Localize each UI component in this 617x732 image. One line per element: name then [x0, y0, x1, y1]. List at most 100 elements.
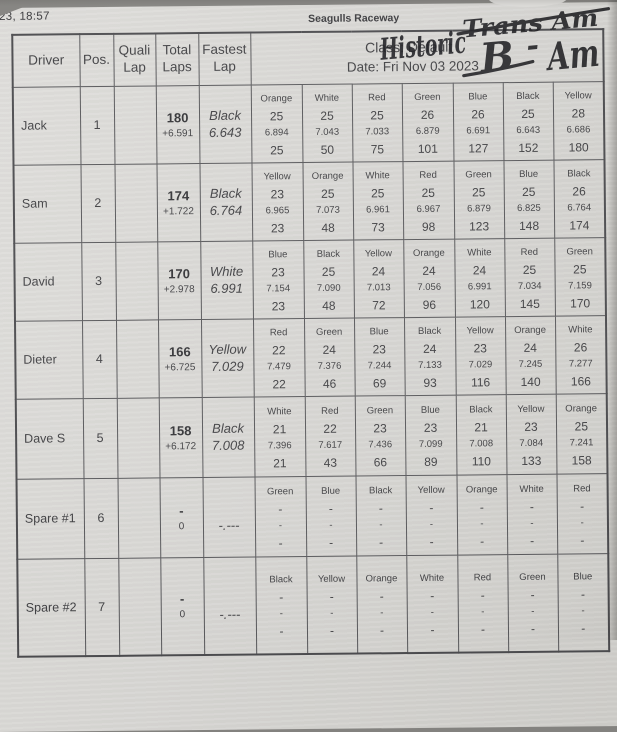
- lane-cumulative-laps: -: [407, 623, 457, 637]
- lane-best-time: 7.154: [253, 283, 303, 295]
- lane-lap-count: 25: [503, 106, 552, 120]
- fastest-lane-color: [204, 589, 255, 604]
- lane-lap-count: 22: [254, 343, 304, 357]
- lane-cumulative-laps: 50: [303, 142, 352, 156]
- lane-best-time: 7.396: [255, 440, 305, 452]
- lane-color-label: Black: [456, 401, 505, 416]
- lane-best-time: 6.965: [252, 205, 302, 217]
- lane-best-time: -: [307, 608, 356, 620]
- lane-cumulative-laps: -: [407, 534, 457, 548]
- lane-cumulative-laps: -: [458, 534, 507, 548]
- lane-color-label: Orange: [457, 481, 506, 496]
- lane-cell: Red---: [556, 473, 608, 553]
- lane-best-time: -: [458, 606, 507, 618]
- lane-lap-count: 21: [456, 420, 505, 434]
- lane-cumulative-laps: -: [256, 536, 306, 550]
- lane-cumulative-laps: -: [508, 533, 557, 547]
- fastest-lane-color: Black: [202, 421, 253, 436]
- quali-lap-value: [116, 319, 159, 397]
- total-laps-cell: - 0: [160, 557, 204, 655]
- lane-lap-count: 24: [405, 341, 455, 355]
- lane-color-label: Red: [458, 569, 507, 584]
- lane-color-label: Black: [503, 87, 552, 102]
- lane-cumulative-laps: 170: [555, 296, 605, 310]
- driver-row: Spare #1 6 - 0 -.--- Green---Blue---Blac…: [17, 473, 609, 559]
- lane-cumulative-laps: 23: [253, 299, 303, 313]
- lane-cumulative-laps: 75: [353, 142, 402, 156]
- lane-lap-count: -: [256, 590, 306, 604]
- lane-best-time: 7.617: [306, 439, 355, 451]
- lane-lap-count: -: [255, 502, 305, 516]
- lane-lap-count: 23: [405, 420, 455, 434]
- lane-best-time: 6.961: [353, 204, 402, 216]
- lane-best-time: 7.043: [303, 126, 352, 138]
- lane-color-label: Yellow: [307, 571, 356, 586]
- lane-lap-count: 26: [402, 107, 452, 121]
- total-laps-value: 166: [159, 344, 201, 359]
- fastest-lane-color: [203, 501, 254, 516]
- lane-lap-count: 25: [304, 264, 353, 278]
- lane-color-label: Red: [505, 243, 554, 258]
- lane-cumulative-laps: 23: [253, 221, 303, 235]
- lane-lap-count: -: [507, 499, 556, 513]
- lane-lap-count: 25: [352, 108, 401, 122]
- lane-cumulative-laps: 116: [456, 375, 505, 389]
- lane-cumulative-laps: -: [307, 535, 356, 549]
- lane-cell: Blue---: [557, 553, 609, 651]
- lane-lap-count: -: [557, 499, 607, 513]
- fastest-lap-time: -.---: [204, 606, 255, 621]
- col-header-pos: Pos.: [79, 34, 113, 86]
- lane-best-time: -: [407, 607, 457, 619]
- gap-value: +2.978: [158, 284, 200, 295]
- lane-best-time: -: [558, 605, 608, 617]
- lane-color-label: Yellow: [456, 322, 505, 337]
- lane-best-time: 6.967: [403, 203, 453, 215]
- lane-best-time: 7.436: [356, 439, 405, 451]
- gap-value: 0: [160, 521, 202, 532]
- lane-color-label: Yellow: [406, 481, 456, 496]
- lane-lap-count: 25: [303, 186, 352, 200]
- lane-color-label: Blue: [504, 165, 553, 180]
- fastest-lap-time: 7.029: [202, 359, 253, 374]
- lane-lap-count: -: [508, 588, 557, 602]
- lane-lap-count: 25: [556, 419, 606, 433]
- lane-best-time: -: [507, 517, 556, 529]
- lane-color-label: Green: [355, 402, 404, 417]
- lane-best-time: 7.241: [557, 437, 607, 449]
- lane-color-label: Orange: [506, 321, 555, 336]
- photo-of-results-sheet: 23, 18:57 Seagulls Raceway Driver Pos. Q…: [0, 0, 617, 643]
- lane-cell: Blue---: [305, 476, 356, 556]
- lane-color-label: Orange: [303, 167, 352, 182]
- lane-best-time: 7.084: [507, 437, 556, 449]
- lane-cumulative-laps: 48: [304, 298, 353, 312]
- lane-cumulative-laps: 98: [404, 219, 454, 233]
- lane-color-label: Black: [554, 165, 604, 180]
- lane-best-time: -: [357, 607, 406, 619]
- lane-color-label: Orange: [556, 400, 606, 415]
- lane-cumulative-laps: -: [508, 622, 557, 636]
- fastest-lane-color: White: [201, 264, 252, 279]
- lane-lap-count: -: [357, 589, 406, 603]
- lane-lap-count: 23: [355, 421, 404, 435]
- table-header-row: Driver Pos. Quali Lap Total Laps Fastest…: [12, 29, 604, 87]
- lane-lap-count: 25: [505, 262, 554, 276]
- lane-color-label: Green: [255, 483, 305, 498]
- lane-lap-count: -: [558, 587, 608, 601]
- lane-color-label: White: [353, 167, 402, 182]
- lane-best-time: 7.376: [305, 360, 354, 372]
- lane-best-time: -: [255, 520, 305, 532]
